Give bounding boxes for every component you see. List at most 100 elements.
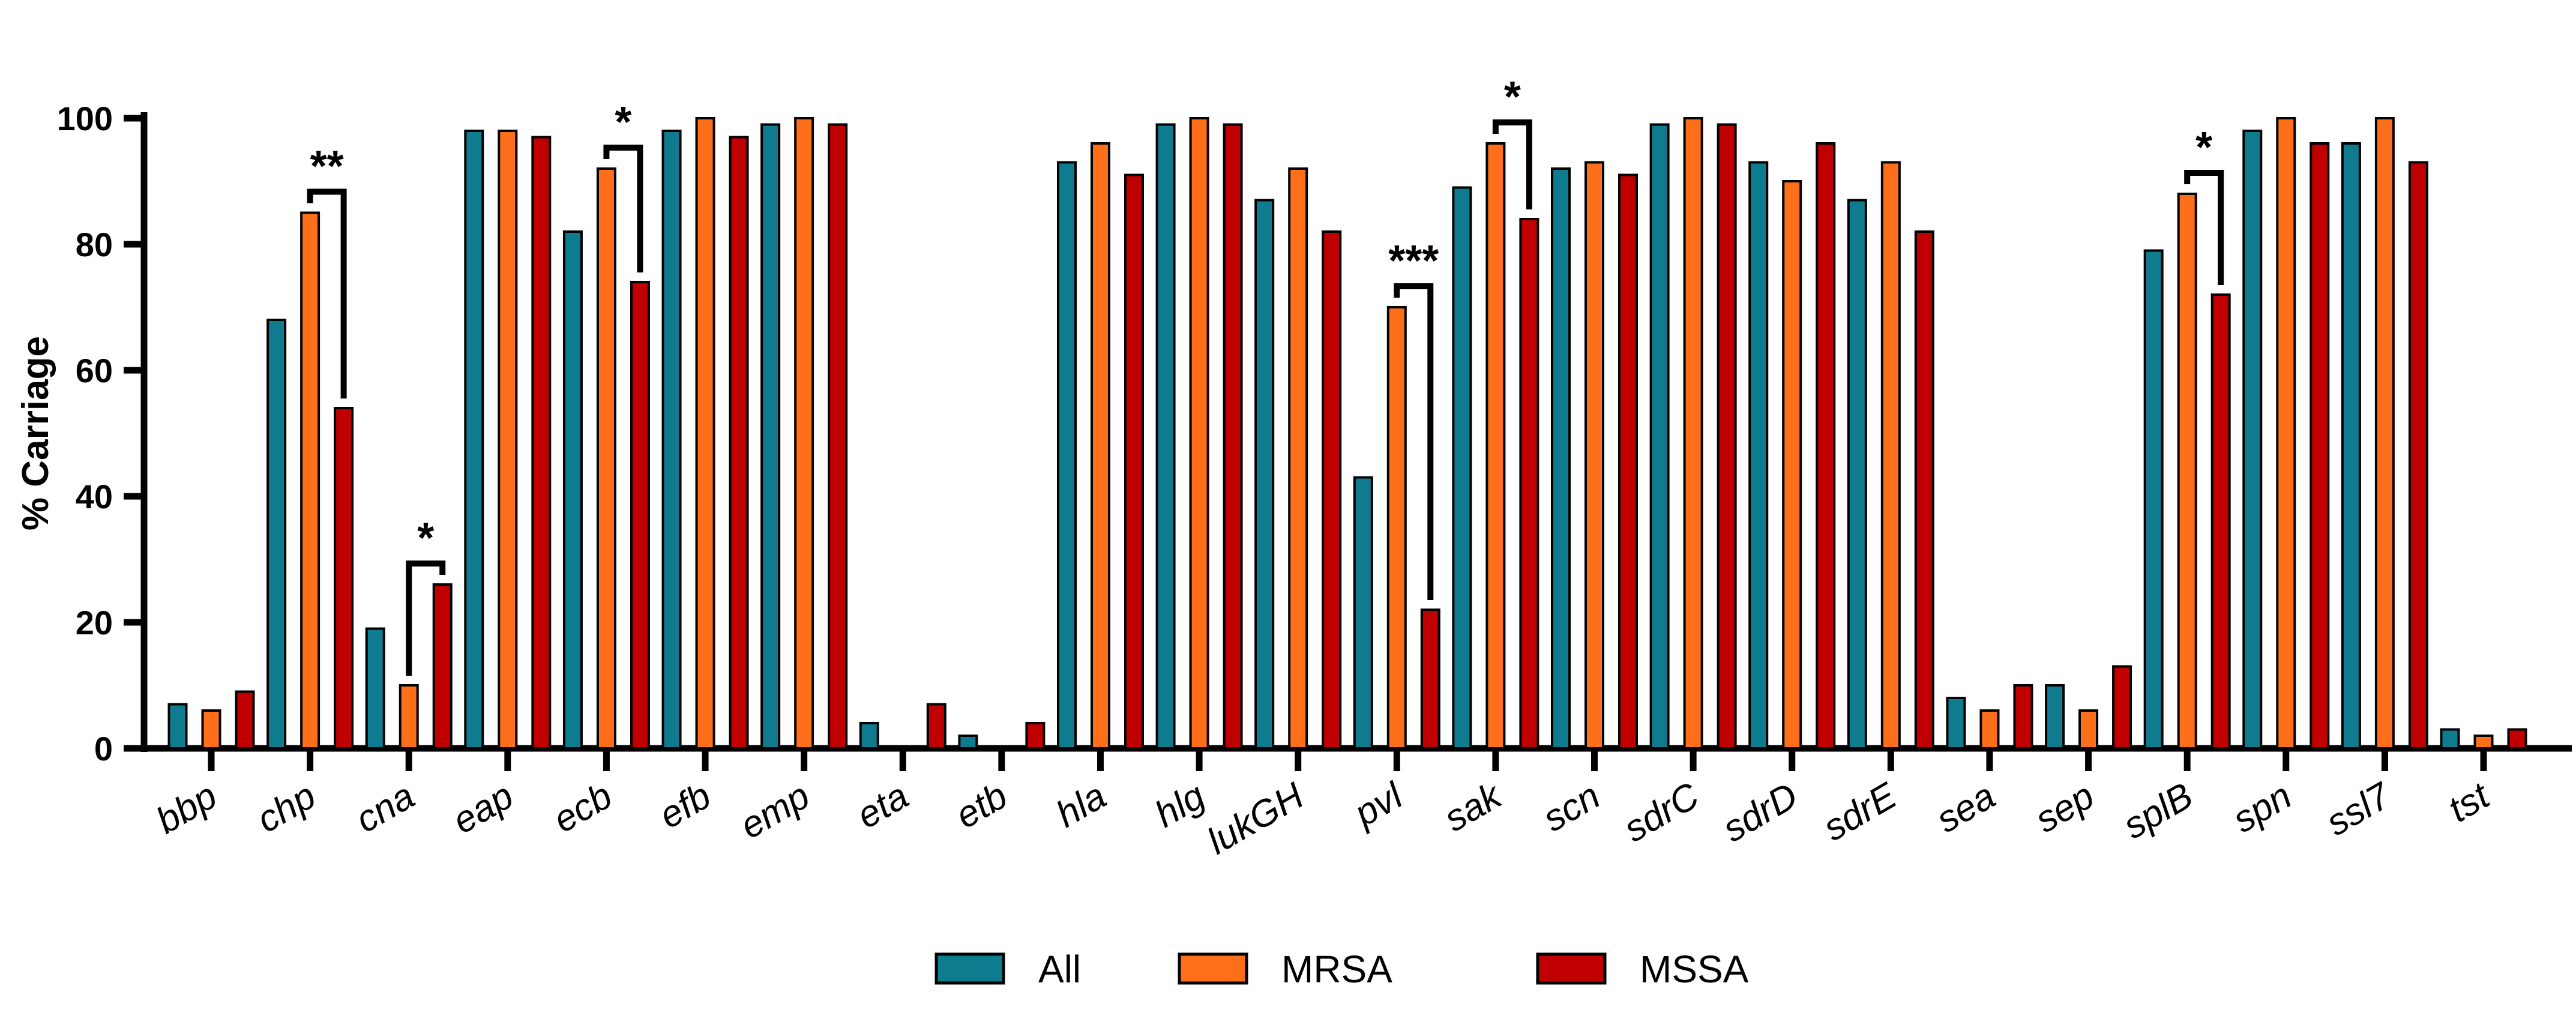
x-tick-label-pvl: pvl	[1346, 774, 1410, 835]
bar-hlg-MSSA	[1223, 123, 1243, 750]
y-tick-label-0: 0	[94, 730, 113, 768]
bar-efb-All	[661, 130, 682, 750]
bar-bbp-MSSA	[235, 690, 255, 750]
bar-chp-MSSA	[334, 407, 354, 750]
bar-sdrD-MSSA	[1816, 142, 1836, 750]
bar-pvl-MRSA	[1386, 306, 1407, 750]
y-axis-title: % Carriage	[15, 336, 56, 531]
legend-swatch-All	[934, 952, 1005, 985]
x-tick-label-cna: cna	[349, 775, 421, 841]
bar-hla-MSSA	[1124, 173, 1144, 750]
x-tick-label-sdrE: sdrE	[1816, 775, 1903, 849]
bar-eap-MSSA	[531, 136, 552, 750]
bar-splB-All	[2143, 249, 2164, 750]
bar-ecb-MSSA	[630, 281, 650, 750]
bar-emp-MRSA	[794, 117, 814, 750]
bar-scn-All	[1551, 167, 1571, 750]
y-tick-label-100: 100	[57, 100, 113, 137]
bar-splB-MSSA	[2210, 293, 2231, 750]
legend-label-MSSA: MSSA	[1640, 948, 1749, 991]
x-tick-label-tst: tst	[2442, 774, 2498, 831]
bar-tst-MRSA	[2473, 735, 2494, 750]
significance-bracket-cna	[406, 561, 446, 676]
y-tick-label-80: 80	[76, 226, 113, 263]
x-tick-label-emp: emp	[733, 775, 817, 847]
x-tick-label-eap: eap	[446, 775, 520, 841]
bar-eap-All	[464, 130, 484, 750]
x-tick-label-etb: etb	[949, 775, 1014, 837]
bar-sdrC-MSSA	[1717, 123, 1737, 750]
bar-sak-MSSA	[1519, 218, 1539, 750]
bar-sdrE-All	[1847, 199, 1867, 750]
bar-cna-MRSA	[399, 684, 419, 750]
x-tick-label-sdrC: sdrC	[1617, 775, 1706, 850]
bar-sdrE-MRSA	[1880, 161, 1901, 750]
bar-chp-All	[266, 319, 287, 750]
x-tick-label-ecb: ecb	[546, 775, 619, 841]
x-tick-label-sdrD: sdrD	[1716, 775, 1805, 850]
x-tick-label-splB: splB	[2116, 775, 2200, 847]
y-tick-label-40: 40	[76, 478, 113, 516]
bar-emp-All	[760, 123, 781, 750]
bar-hla-MRSA	[1090, 142, 1110, 750]
significance-bracket-sak	[1492, 119, 1532, 209]
bar-bbp-MRSA	[201, 709, 221, 750]
bar-cna-MSSA	[432, 583, 453, 750]
significance-label-chp: **	[310, 143, 344, 191]
bar-eta-MSSA	[926, 703, 946, 750]
bar-sdrE-MSSA	[1914, 230, 1934, 750]
bar-hla-All	[1056, 161, 1077, 750]
bar-chp-MRSA	[300, 211, 320, 750]
bar-tst-All	[2440, 728, 2460, 750]
y-tick-label-20: 20	[76, 604, 113, 642]
bar-spn-MSSA	[2310, 142, 2330, 750]
bar-hlg-All	[1155, 123, 1176, 750]
bar-scn-MRSA	[1584, 161, 1605, 750]
bar-sea-MRSA	[1979, 709, 2000, 750]
bar-sep-MSSA	[2112, 665, 2132, 750]
bar-scn-MSSA	[1618, 173, 1639, 750]
bar-hlg-MRSA	[1189, 117, 1209, 750]
legend-label-All: All	[1038, 948, 1081, 991]
x-tick-label-scn: scn	[1536, 775, 1607, 840]
bar-ssl7-MRSA	[2374, 117, 2395, 750]
bar-ssl7-MSSA	[2408, 161, 2428, 750]
x-tick-label-eta: eta	[850, 775, 915, 837]
bar-spn-All	[2242, 130, 2263, 750]
legend-swatch-MSSA	[1536, 952, 1607, 985]
bar-sak-MRSA	[1485, 142, 1506, 750]
bar-lukGH-MSSA	[1322, 230, 1342, 750]
significance-label-splB: *	[2195, 124, 2212, 172]
bar-ecb-MRSA	[596, 167, 616, 750]
x-tick-label-chp: chp	[250, 775, 323, 841]
y-tick-label-60: 60	[76, 352, 113, 389]
legend-swatch-MRSA	[1178, 952, 1248, 985]
bar-pvl-MSSA	[1420, 609, 1440, 750]
x-tick-label-bbp: bbp	[149, 775, 224, 841]
bar-bbp-All	[167, 703, 188, 750]
significance-bracket-splB	[2184, 170, 2224, 285]
bar-sea-MSSA	[2013, 684, 2033, 750]
bar-sdrC-All	[1649, 123, 1670, 750]
x-tick-label-spn: spn	[2226, 775, 2299, 841]
legend-label-MRSA: MRSA	[1281, 948, 1392, 991]
bar-spn-MRSA	[2276, 117, 2296, 750]
bar-sea-All	[1946, 697, 1966, 750]
bar-etb-MSSA	[1025, 722, 1046, 750]
bar-etb-All	[958, 735, 978, 750]
bar-lukGH-MRSA	[1288, 167, 1308, 750]
bar-sep-All	[2045, 684, 2065, 750]
bar-lukGH-All	[1254, 199, 1275, 750]
x-tick-label-sep: sep	[2028, 775, 2101, 841]
significance-bracket-pvl	[1394, 283, 1434, 600]
x-tick-label-ssl7: ssl7	[2319, 774, 2398, 844]
bar-pvl-All	[1353, 476, 1373, 750]
x-tick-label-lukGH: lukGH	[1200, 775, 1311, 862]
bar-sep-MRSA	[2078, 709, 2099, 750]
significance-label-ecb: *	[615, 98, 631, 146]
x-tick-label-hla: hla	[1049, 775, 1113, 835]
bar-sdrD-MRSA	[1782, 180, 1802, 750]
bar-ssl7-All	[2341, 142, 2361, 750]
